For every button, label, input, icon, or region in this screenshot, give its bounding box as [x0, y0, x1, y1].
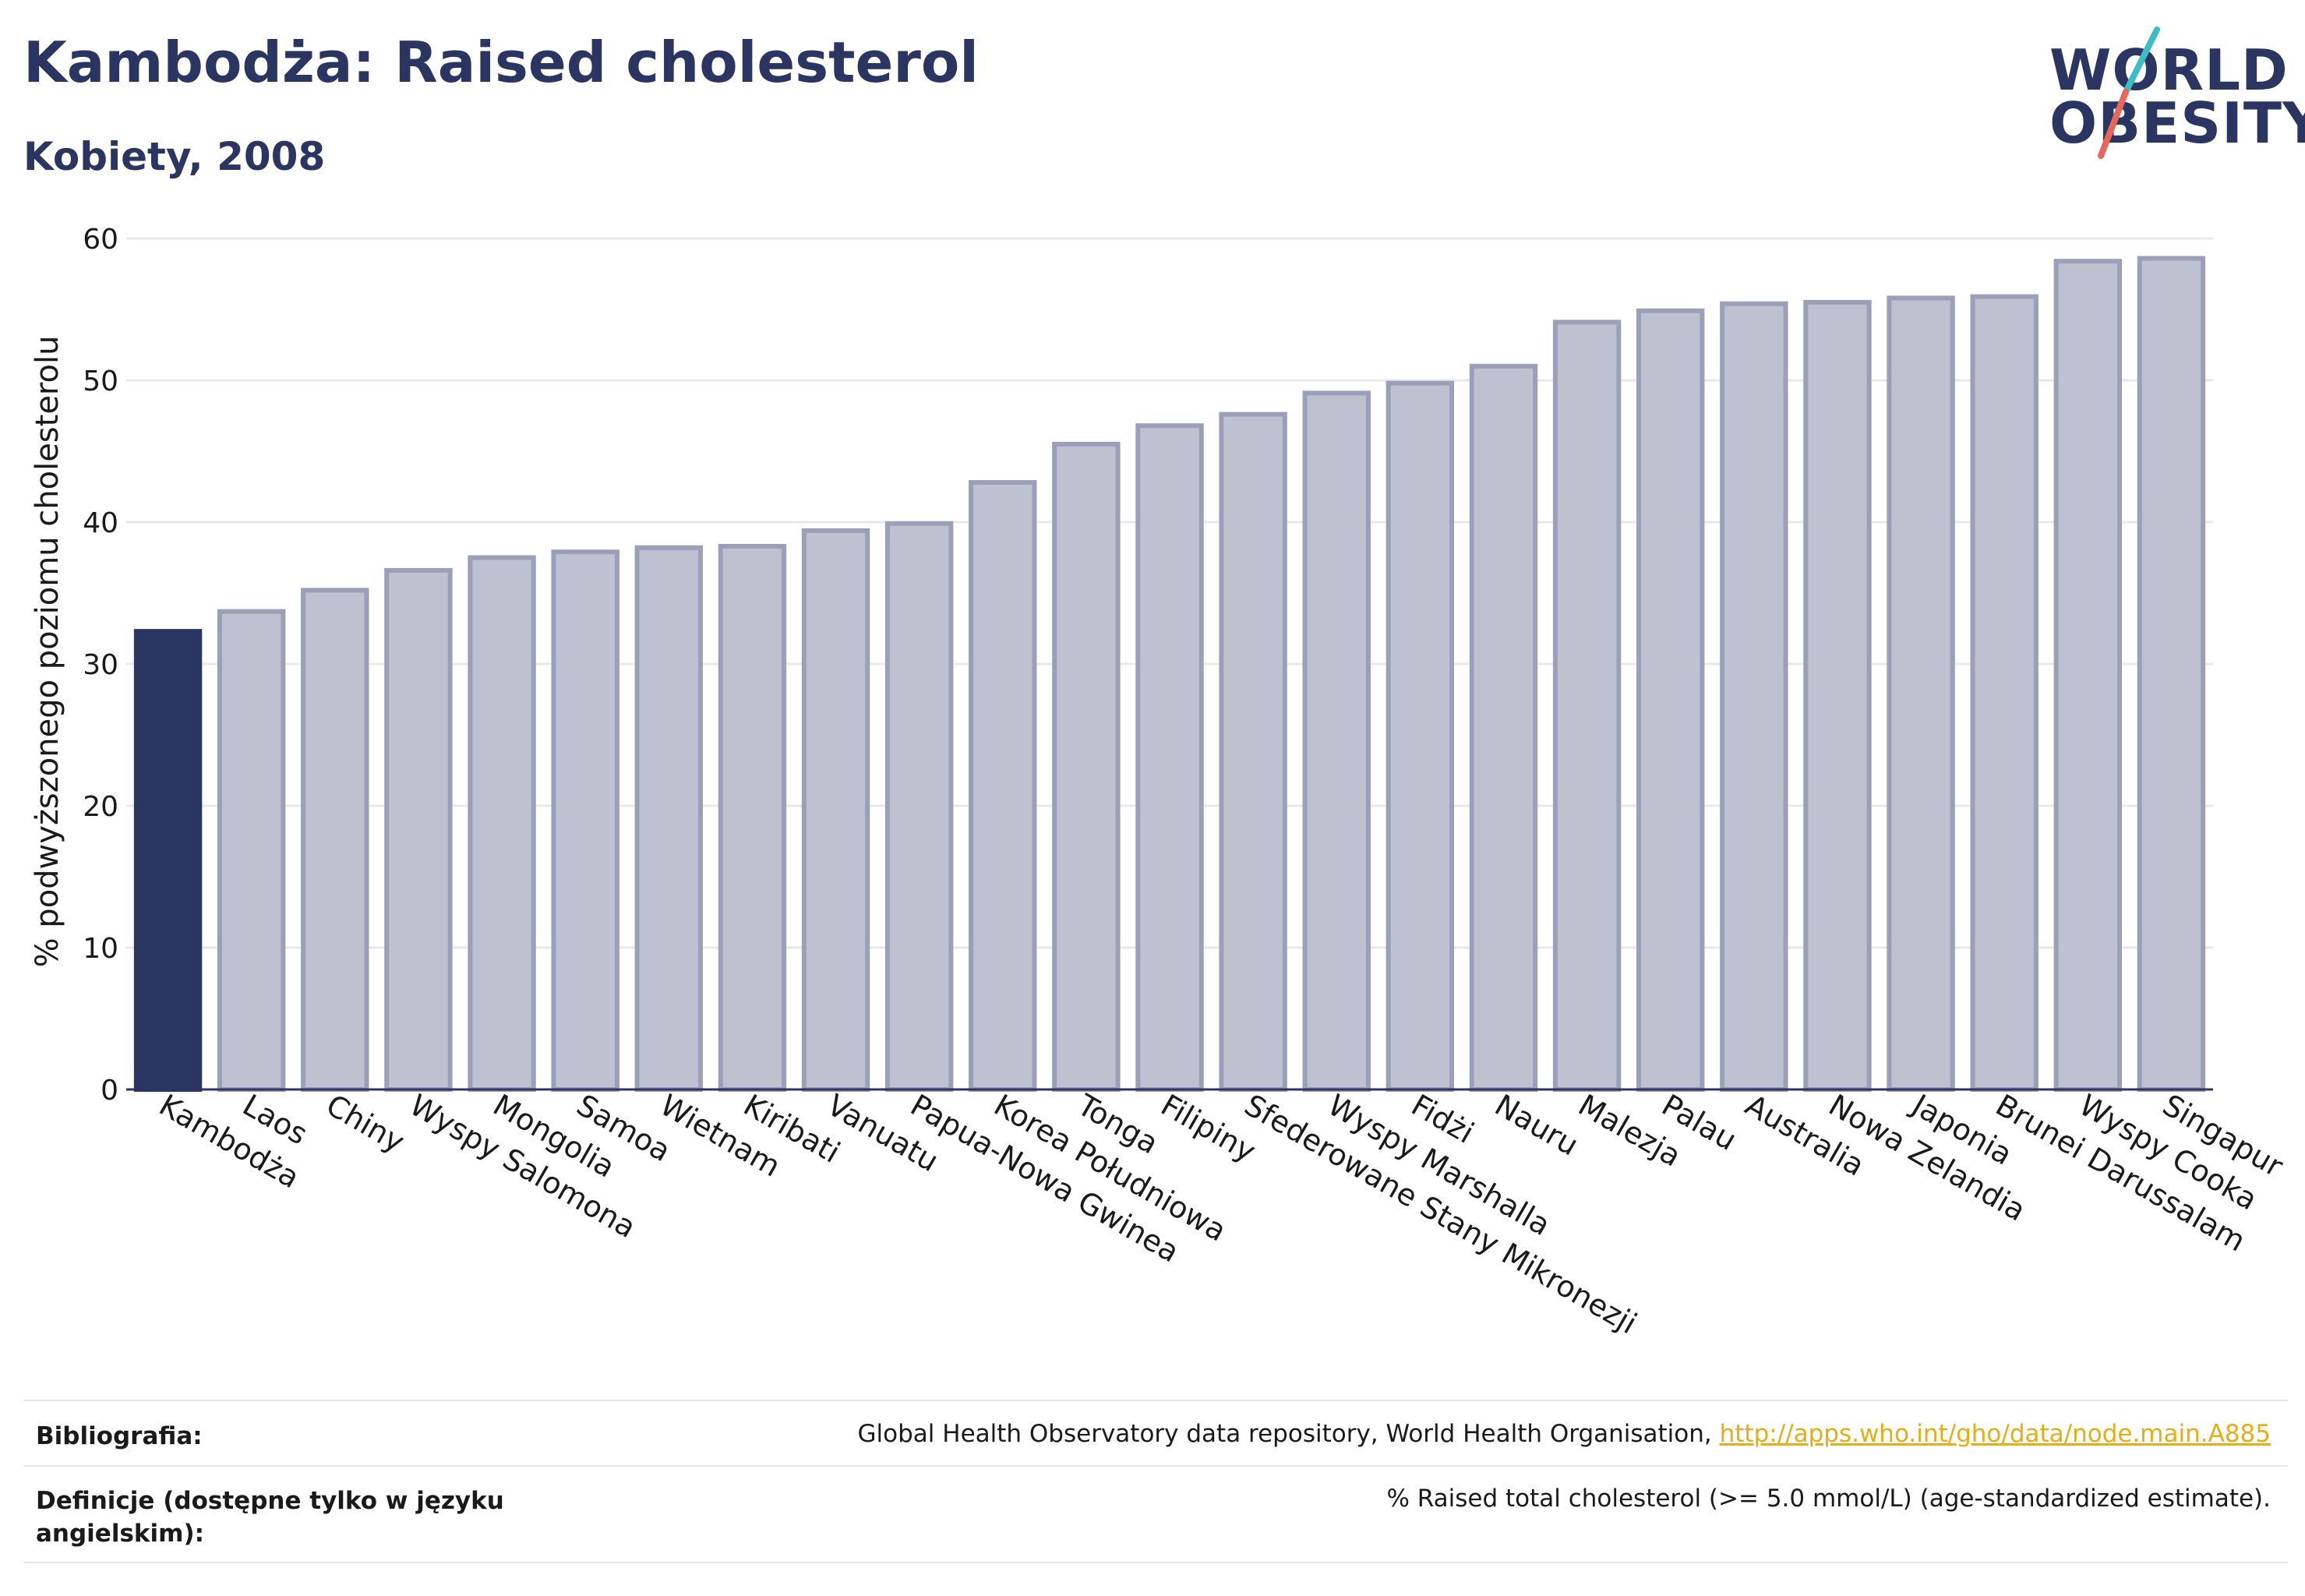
bar-sfederowane-stany-mikronezji[interactable] — [1219, 411, 1287, 1092]
y-tick-label: 30 — [83, 649, 118, 681]
footer-divider-top — [23, 1400, 2288, 1401]
bar-mongolia[interactable] — [468, 555, 536, 1092]
x-tick-label: Filipiny — [1156, 1088, 1262, 1169]
definitions-label: Definicje (dostępne tylko w języku angie… — [36, 1487, 504, 1548]
page-subtitle: Kobiety, 2008 — [23, 134, 326, 179]
y-tick-label: 20 — [83, 791, 118, 823]
page-title: Kambodża: Raised cholesterol — [23, 30, 979, 95]
y-tick-label: 50 — [83, 365, 118, 397]
bar-vanuatu[interactable] — [801, 528, 870, 1092]
bar-wyspy-cooka[interactable] — [2053, 259, 2123, 1092]
bar-tonga[interactable] — [1052, 441, 1121, 1092]
bar-filipiny[interactable] — [1135, 423, 1204, 1092]
bar-nowa-zelandia[interactable] — [1803, 299, 1872, 1092]
bar-australia[interactable] — [1720, 301, 1788, 1093]
bibliography-link[interactable]: http://apps.who.int/gho/data/node.main.A… — [1719, 1420, 2271, 1448]
bar-singapur[interactable] — [2137, 256, 2206, 1093]
bibliography-value: Global Health Observatory data repositor… — [858, 1420, 2271, 1448]
bar-korea-południowa[interactable] — [969, 480, 1037, 1092]
bar-brunei-darussalam[interactable] — [1970, 294, 2038, 1092]
bars — [133, 256, 2206, 1093]
footer-divider-bottom — [23, 1562, 2288, 1563]
bar-fidżi[interactable] — [1385, 380, 1455, 1092]
bar-chiny[interactable] — [301, 588, 369, 1092]
logo-line-1: WORLD — [2049, 37, 2289, 103]
bibliography-text: Global Health Observatory data repositor… — [857, 1420, 1720, 1448]
bar-kiribati[interactable] — [718, 543, 787, 1092]
logo-slash-icon — [2098, 26, 2160, 159]
bar-palau[interactable] — [1636, 308, 1705, 1092]
bar-wyspy-salomona[interactable] — [384, 567, 453, 1092]
bar-nauru[interactable] — [1469, 363, 1538, 1092]
world-obesity-logo[interactable]: WORLD OBESITY — [2026, 22, 2305, 170]
bar-malezja[interactable] — [1552, 320, 1622, 1092]
x-tick-label: Chiny — [320, 1088, 410, 1160]
y-tick-label: 40 — [83, 507, 118, 539]
y-tick-label: 0 — [101, 1075, 118, 1107]
logo-line-2: OBESITY — [2049, 90, 2305, 156]
definitions-value: % Raised total cholesterol (>= 5.0 mmol/… — [1386, 1485, 2271, 1513]
bar-laos[interactable] — [217, 609, 286, 1092]
bar-japonia[interactable] — [1887, 295, 1955, 1092]
bar-kambodża[interactable] — [133, 629, 203, 1092]
y-axis-title: % podwyższonego poziomu cholesterolu — [30, 336, 65, 968]
bar-wyspy-marshalla[interactable] — [1302, 390, 1371, 1092]
x-tick-label: Nauru — [1489, 1088, 1584, 1163]
y-axis-ticks: 0 10 20 30 40 50 60 — [83, 224, 118, 1107]
y-tick-label: 10 — [83, 933, 118, 965]
y-tick-label: 60 — [83, 224, 118, 256]
bar-wietnam[interactable] — [634, 545, 703, 1092]
bar-papua-nowa-gwinea[interactable] — [884, 521, 954, 1092]
bibliography-label: Bibliografia: — [36, 1422, 203, 1450]
bar-samoa[interactable] — [551, 549, 619, 1092]
footer-divider-middle — [23, 1465, 2288, 1467]
